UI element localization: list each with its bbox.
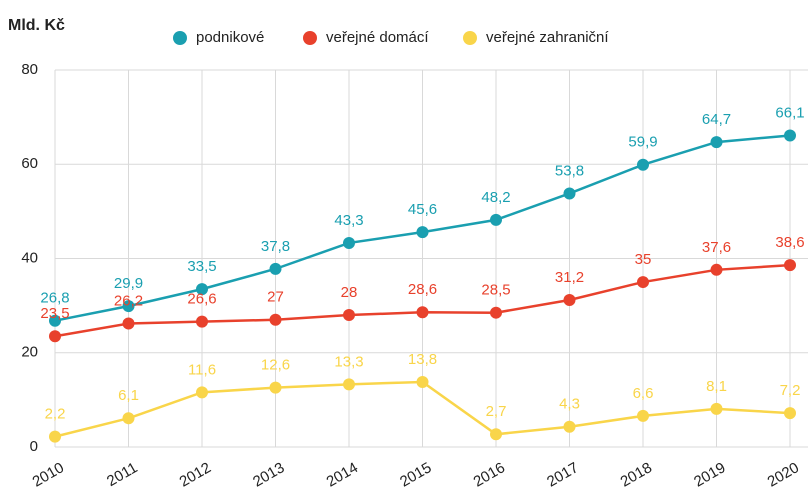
data-point [269, 262, 282, 275]
data-point [784, 129, 796, 142]
data-point [710, 136, 723, 149]
data-point [563, 187, 576, 200]
data-label: 2,7 [486, 403, 507, 420]
data-point [269, 381, 282, 394]
data-label: 66,1 [775, 104, 804, 121]
data-label: 35 [635, 251, 652, 268]
legend-marker [173, 31, 187, 45]
data-point [490, 428, 502, 441]
data-point [416, 226, 429, 239]
legend-label: veřejné domácí [326, 29, 429, 46]
data-label: 8,1 [706, 378, 727, 395]
data-point [637, 276, 649, 289]
data-label: 11,6 [188, 361, 216, 378]
data-point [563, 420, 576, 433]
legend-marker [463, 31, 477, 45]
data-label: 53,8 [555, 162, 584, 179]
data-label: 13,3 [334, 353, 363, 370]
y-tick-label: 60 [21, 155, 38, 172]
data-point [122, 412, 135, 425]
data-point [122, 300, 135, 313]
data-point [416, 375, 429, 388]
data-point [49, 330, 61, 343]
data-label: 48,2 [481, 189, 510, 206]
data-label: 12,6 [261, 357, 290, 374]
x-tick-label: 2013 [250, 459, 287, 488]
data-label: 27 [267, 289, 284, 306]
data-label: 37,6 [702, 239, 731, 256]
data-point [637, 409, 649, 422]
x-tick-label: 2015 [397, 459, 434, 488]
y-tick-label: 40 [21, 249, 38, 266]
data-point [196, 283, 208, 296]
x-tick-label: 2011 [104, 459, 140, 488]
data-label: 7,2 [780, 382, 801, 399]
data-label: 31,2 [555, 269, 584, 286]
data-label: 38,6 [775, 234, 804, 251]
data-label: 64,7 [702, 111, 731, 128]
x-tick-label: 2014 [324, 459, 361, 488]
data-point [269, 313, 282, 326]
data-label: 28,6 [408, 281, 437, 298]
data-point [196, 386, 208, 399]
data-point [710, 263, 723, 276]
data-label: 26,8 [40, 290, 69, 307]
data-label: 28 [341, 284, 358, 301]
y-tick-label: 0 [30, 438, 38, 455]
data-label: 13,8 [408, 351, 437, 368]
data-label: 4,3 [559, 396, 580, 413]
data-point [343, 236, 355, 249]
x-tick-label: 2018 [618, 459, 655, 488]
data-label: 28,5 [481, 282, 510, 299]
legend-label: podnikové [196, 29, 264, 46]
data-point [490, 306, 502, 319]
data-label: 33,5 [187, 258, 216, 275]
data-label: 37,8 [261, 238, 290, 255]
x-tick-label: 2010 [30, 459, 67, 488]
y-tick-label: 20 [21, 344, 38, 361]
x-tick-label: 2020 [765, 459, 802, 488]
data-label: 26,6 [187, 291, 216, 308]
data-label: 29,9 [114, 275, 143, 292]
data-label: 43,3 [334, 212, 363, 229]
data-point [784, 407, 796, 420]
data-point [563, 293, 576, 306]
data-point [416, 306, 429, 319]
x-tick-label: 2016 [471, 459, 508, 488]
y-tick-label: 80 [21, 61, 38, 78]
data-point [490, 213, 502, 226]
data-point [710, 402, 723, 415]
data-label: 45,6 [408, 201, 437, 218]
legend-marker [303, 31, 317, 45]
data-label: 26,2 [114, 293, 143, 310]
x-tick-label: 2017 [544, 459, 581, 488]
data-point [49, 430, 61, 443]
data-point [637, 158, 649, 171]
data-point [122, 317, 135, 330]
data-label: 23,5 [40, 305, 69, 322]
x-tick-label: 2019 [691, 459, 728, 488]
data-point [784, 259, 796, 272]
data-label: 59,9 [628, 134, 657, 151]
data-point [343, 309, 355, 322]
data-point [49, 314, 61, 327]
data-label: 6,1 [118, 387, 139, 404]
data-point [196, 315, 208, 328]
x-tick-label: 2012 [177, 459, 214, 488]
data-point [343, 378, 355, 391]
data-label: 6,6 [633, 385, 654, 402]
chart-title: Mld. Kč [8, 17, 65, 34]
data-label: 2,2 [45, 406, 66, 423]
legend-label: veřejné zahraniční [486, 29, 609, 46]
